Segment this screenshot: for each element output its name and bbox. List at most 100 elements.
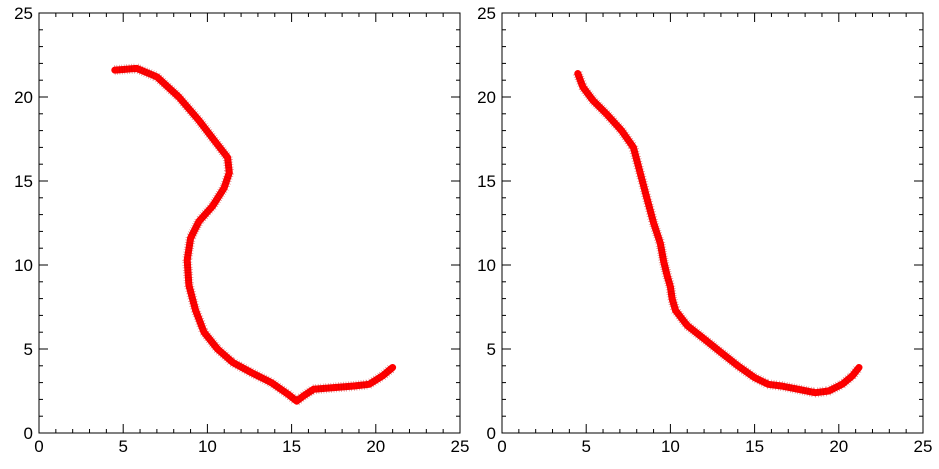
series-hatch <box>183 274 194 276</box>
series-hatch <box>844 375 852 384</box>
y-tick-label: 0 <box>24 424 33 443</box>
series-hatch <box>189 111 198 119</box>
series-hatch <box>317 383 320 394</box>
data-point <box>574 70 581 77</box>
data-point <box>650 219 657 227</box>
series-hatch <box>693 328 700 338</box>
data-point <box>855 364 863 371</box>
data-point <box>209 203 216 210</box>
series-hatch <box>257 372 263 382</box>
data-point <box>330 384 337 391</box>
series-hatch <box>160 79 168 88</box>
data-point <box>684 322 691 329</box>
data-point <box>825 387 832 395</box>
series-hatch <box>221 180 231 185</box>
series-hatch <box>203 208 212 216</box>
data-point <box>310 386 317 393</box>
series-hatch <box>147 69 153 79</box>
series-hatch <box>639 186 650 190</box>
series-line-1-1 <box>111 64 397 405</box>
series-hatch <box>145 68 151 78</box>
data-point <box>365 381 373 388</box>
series-hatch <box>345 381 347 392</box>
data-point <box>300 392 307 400</box>
y-tick-label: 10 <box>477 256 496 275</box>
series-hatch <box>221 351 229 360</box>
x-tick-label: 20 <box>366 437 385 456</box>
series-hatch <box>597 104 606 113</box>
series-hatch <box>204 129 213 136</box>
data-point <box>192 307 199 314</box>
series-hatch <box>801 385 805 396</box>
series-hatch <box>385 366 393 375</box>
x-tick-label: 0 <box>497 437 506 456</box>
series-hatch <box>189 229 199 235</box>
series-hatch <box>262 374 268 384</box>
series-hatch <box>215 190 225 197</box>
series-hatch <box>197 121 207 128</box>
series-hatch <box>191 113 200 121</box>
series-hatch <box>656 246 667 249</box>
series-hatch <box>184 241 195 244</box>
series-hatch <box>775 380 778 391</box>
series-hatch <box>217 348 225 357</box>
series-hatch <box>188 109 197 117</box>
series-hatch <box>358 380 360 391</box>
series-hatch <box>289 393 296 402</box>
series-hatch <box>725 354 732 363</box>
series-hatch <box>184 105 193 113</box>
series-hatch <box>657 255 668 259</box>
series-hatch <box>832 383 838 393</box>
series-hatch <box>208 135 217 142</box>
series-hatch <box>706 339 714 348</box>
y-tick-label: 5 <box>487 340 496 359</box>
y-tick-label: 25 <box>14 4 33 23</box>
series-hatch <box>638 183 649 187</box>
series-hatch <box>272 381 279 390</box>
data-point <box>603 110 610 118</box>
series-hatch <box>188 298 198 302</box>
series-hatch <box>182 254 193 257</box>
series-hatch <box>787 382 790 393</box>
series-hatch <box>188 301 199 305</box>
data-point <box>667 283 674 290</box>
data-point <box>657 240 664 247</box>
data-point <box>579 83 586 91</box>
data-point <box>153 73 161 81</box>
data-point <box>226 169 233 176</box>
y-tick-label: 5 <box>24 340 33 359</box>
series-hatch <box>383 368 391 377</box>
series-hatch <box>186 107 195 115</box>
series-hatch <box>217 188 226 195</box>
series-hatch <box>661 269 671 273</box>
series-hatch <box>182 269 193 271</box>
data-point <box>734 362 741 369</box>
series-hatch <box>141 66 146 77</box>
data-point <box>700 335 708 343</box>
series-hatch <box>663 278 674 282</box>
series-hatch <box>675 312 684 320</box>
series-hatch <box>629 150 640 154</box>
series-hatch <box>131 63 133 74</box>
series-hatch <box>255 371 261 381</box>
data-point <box>636 169 644 176</box>
series-hatch <box>612 121 621 129</box>
series-hatch <box>651 227 661 232</box>
series-hatch <box>278 385 286 395</box>
series-hatch <box>745 368 752 378</box>
series-hatch <box>576 80 586 85</box>
series-hatch <box>809 386 812 397</box>
series-hatch <box>207 338 216 345</box>
series-hatch <box>822 386 825 397</box>
series-hatch <box>747 370 754 379</box>
data-point <box>812 389 819 396</box>
chart-panel-2: 0 5 10 15 20 25 0 5 10 15 20 25 <box>477 4 932 456</box>
data-point <box>379 372 386 380</box>
data-point <box>672 307 679 314</box>
data-point <box>293 397 300 405</box>
data-point <box>229 359 236 366</box>
series-hatch <box>792 383 795 394</box>
series-hatch <box>194 318 205 323</box>
series-hatch <box>585 93 595 100</box>
